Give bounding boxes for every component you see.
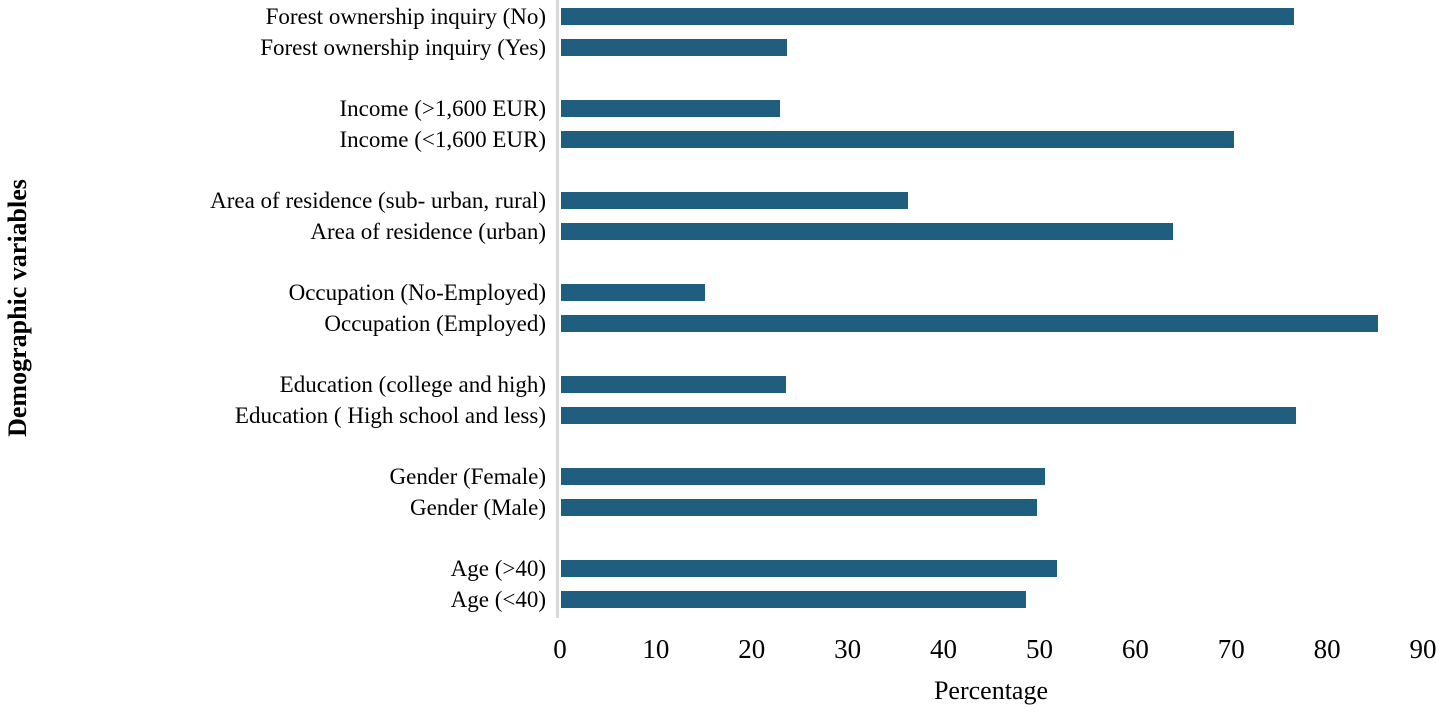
bar (561, 131, 1235, 148)
bar (561, 560, 1057, 577)
x-tick-label: 30 (834, 634, 862, 664)
bar (561, 100, 780, 117)
category-label: Age (<40) (450, 587, 546, 612)
x-tick-label: 0 (553, 634, 567, 664)
y-axis-line (556, 0, 559, 618)
x-axis-title: Percentage (933, 676, 1049, 705)
bar (561, 468, 1046, 485)
bar (561, 39, 788, 56)
bar (561, 591, 1027, 608)
category-label: Forest ownership inquiry (Yes) (260, 35, 546, 60)
x-tick-label: 20 (738, 634, 766, 664)
category-label: Education ( High school and less) (234, 403, 546, 428)
category-label: Age (>40) (450, 556, 546, 581)
bar (561, 223, 1173, 240)
category-label: Income (>1,600 EUR) (339, 96, 546, 121)
x-tick-label: 40 (930, 634, 958, 664)
x-tick-label: 50 (1025, 634, 1053, 664)
category-label: Gender (Male) (409, 495, 546, 520)
bar (561, 315, 1378, 332)
bar (561, 407, 1296, 424)
x-tick-label: 10 (642, 634, 670, 664)
category-label: Education (college and high) (279, 372, 546, 397)
category-label: Gender (Female) (389, 464, 546, 489)
category-label: Income (<1,600 EUR) (339, 127, 546, 152)
x-tick-label: 60 (1121, 634, 1149, 664)
category-label: Area of residence (sub- urban, rural) (210, 188, 546, 213)
x-tick-label: 70 (1217, 634, 1245, 664)
x-tick-label: 80 (1313, 634, 1341, 664)
bar (561, 499, 1037, 516)
bar (561, 284, 705, 301)
bar (561, 8, 1294, 25)
category-label: Occupation (Employed) (324, 311, 546, 336)
category-label: Occupation (No-Employed) (288, 280, 546, 305)
bar (561, 376, 787, 393)
x-tick-label: 90 (1409, 634, 1437, 664)
category-label: Forest ownership inquiry (No) (265, 4, 546, 29)
bar (561, 192, 909, 209)
category-label: Area of residence (urban) (310, 219, 546, 244)
